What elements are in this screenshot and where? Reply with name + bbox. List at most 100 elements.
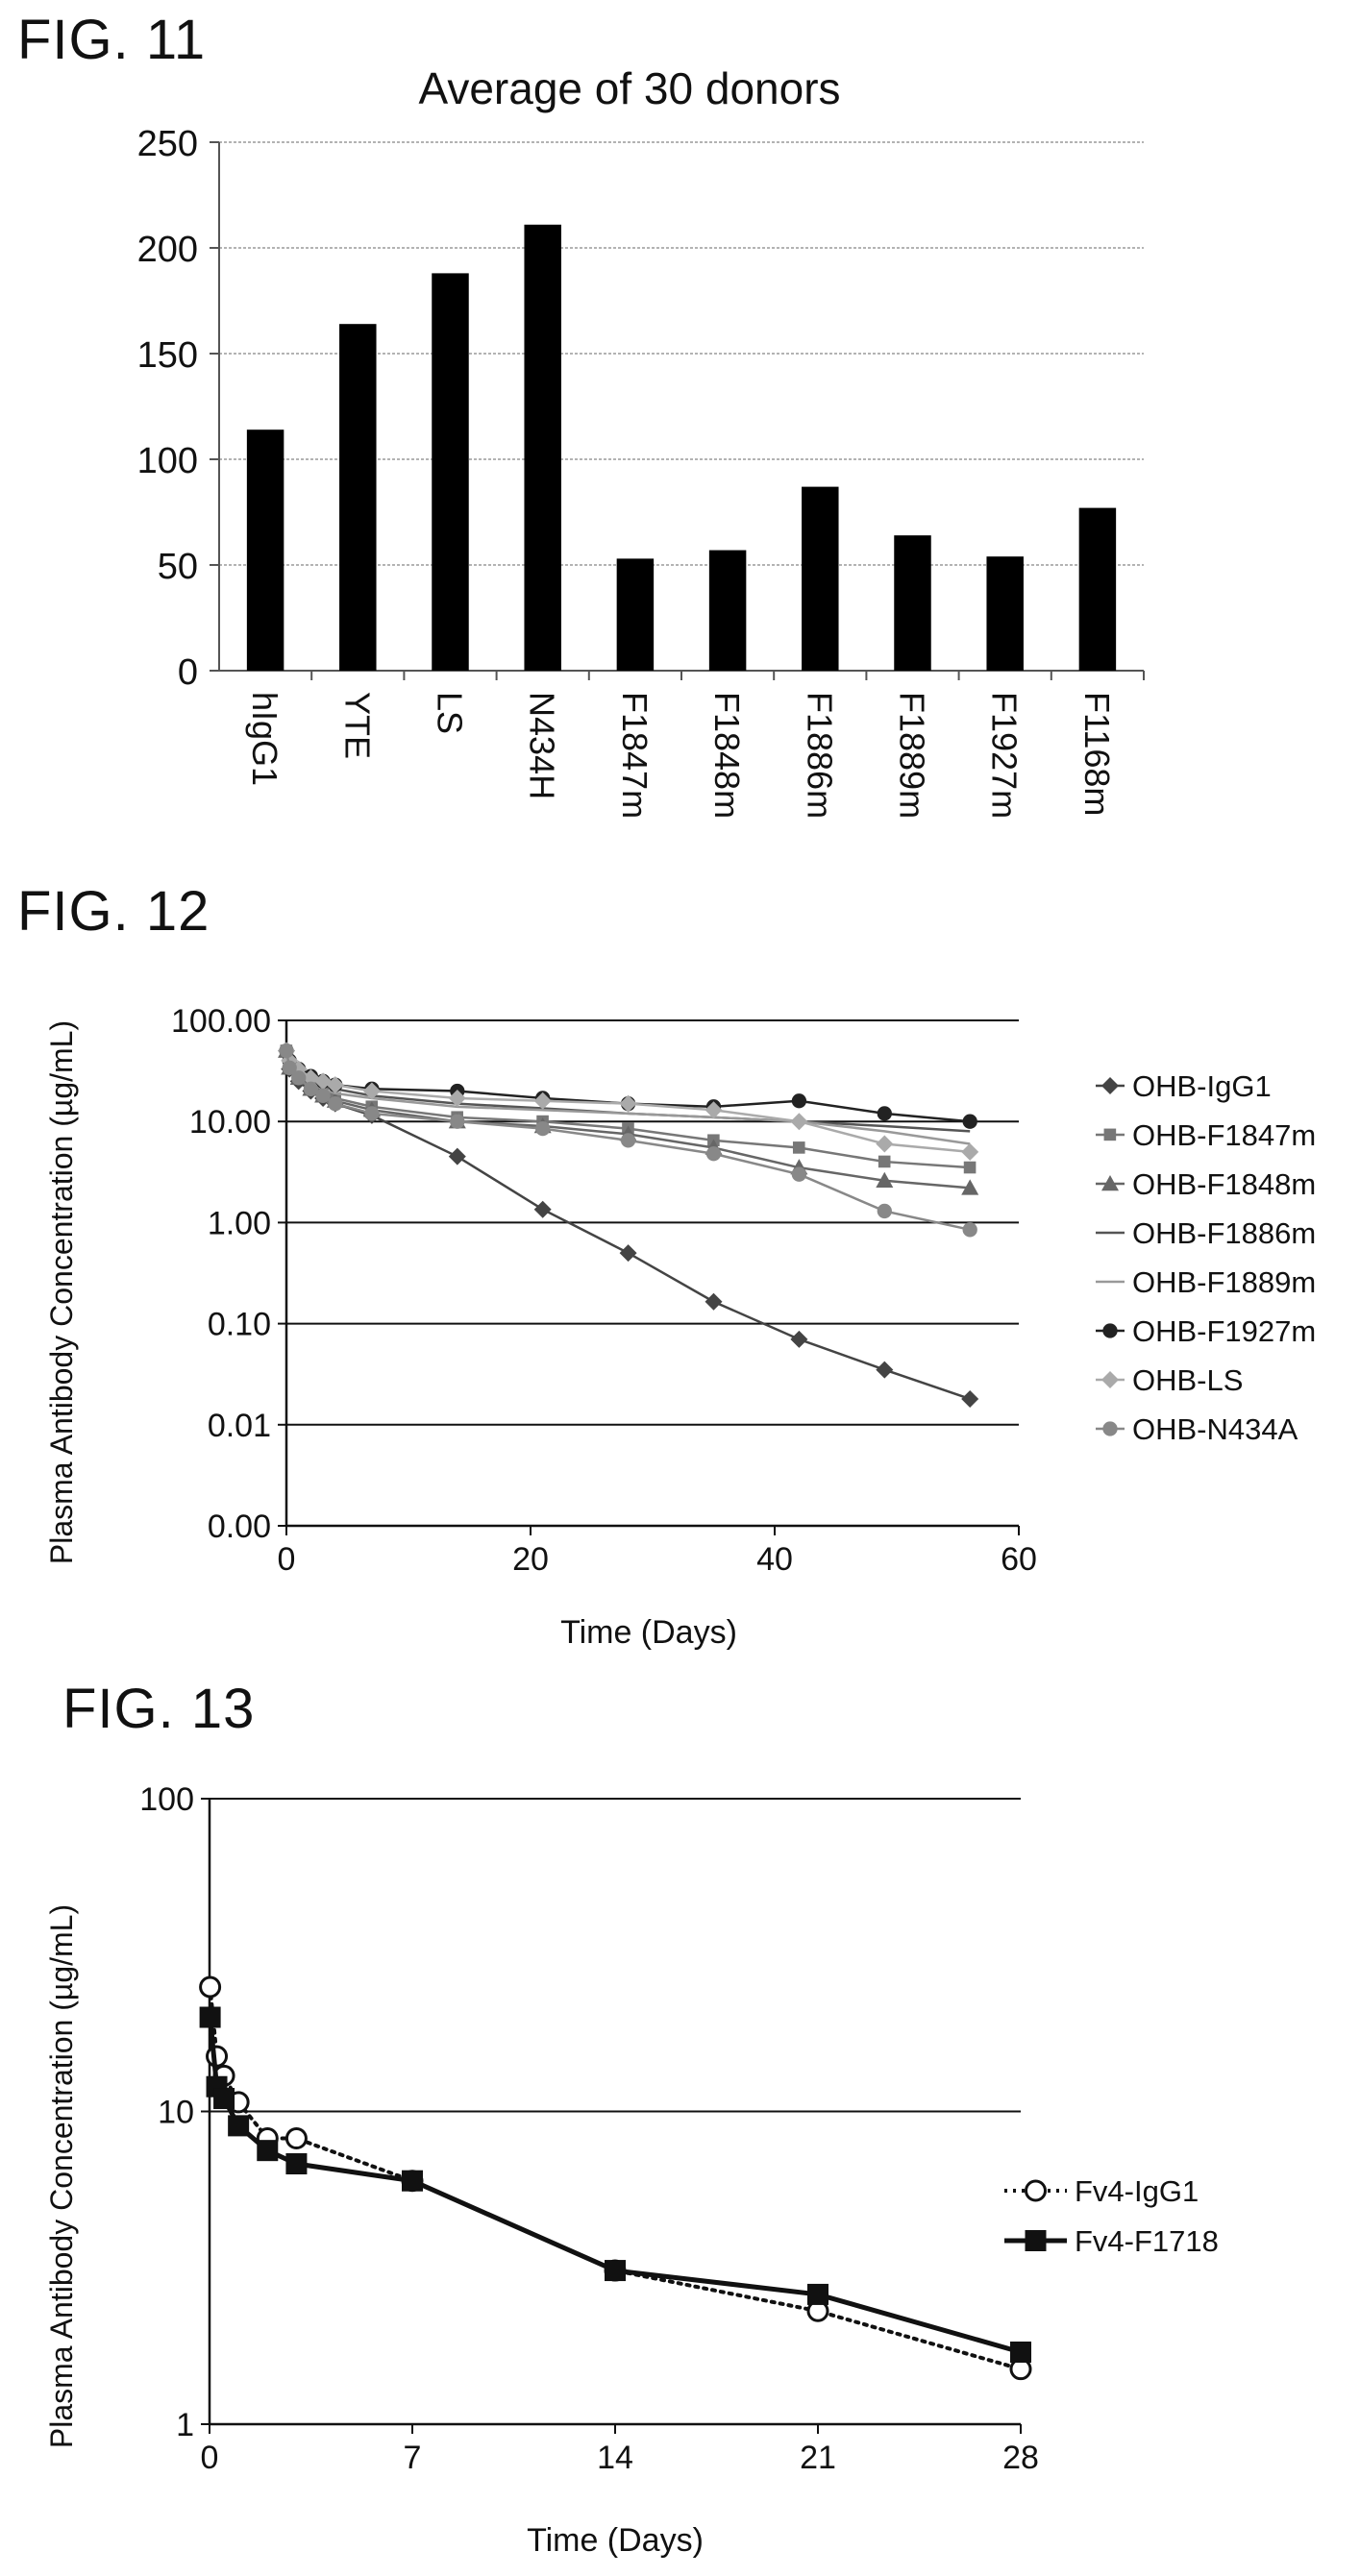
- chart1-bar: [802, 486, 839, 671]
- data-point-OHB-N434A: [328, 1096, 343, 1112]
- data-point-OHB-N434A: [291, 1070, 307, 1086]
- data-point-OHB-F1848m: [961, 1179, 979, 1195]
- data-point-OHB-N434A: [705, 1146, 722, 1162]
- figure-11-label: FIG. 11: [17, 9, 207, 71]
- c2-y-tick-label: 0.01: [208, 1408, 271, 1444]
- legend-label-OHB-F1927m: OHB-F1927m: [1132, 1314, 1316, 1348]
- data-point-OHB-F1927m: [962, 1114, 977, 1129]
- data-point-Fv4-F1718: [199, 2006, 221, 2028]
- data-point-OHB-N434A: [315, 1088, 331, 1103]
- data-point-OHB-N434A: [282, 1060, 297, 1075]
- legend-label-OHB-IgG1: OHB-IgG1: [1132, 1069, 1272, 1103]
- chart2-legend: OHB-IgG1 OHB-F1847m OHB-F1848m OHB-F1886m OH…: [1096, 1069, 1316, 1446]
- chart1-x-tick-label: F1847m: [615, 692, 655, 819]
- chart1-x-tick-label: YTE: [337, 692, 377, 759]
- legend-marker-OHB-IgG1: [1101, 1077, 1119, 1094]
- data-point-Fv4-IgG1: [199, 1975, 222, 1999]
- chart1-bar: [524, 224, 561, 672]
- chart3-gridlines: [210, 1798, 1021, 2113]
- legend-label-Fv4-IgG1: Fv4-IgG1: [1075, 2174, 1199, 2208]
- chart2-x-tick-labels: 0 20 40 60: [278, 1541, 1037, 1578]
- data-point-OHB-IgG1: [619, 1244, 637, 1263]
- chart2-axes: [278, 1019, 1020, 1535]
- chart1-x-tick-label: LS: [431, 692, 470, 734]
- data-point-OHB-N434A: [450, 1114, 465, 1129]
- chart1-x-tick-label: F1886m: [800, 692, 839, 819]
- series-line-OHB-F1886m: [284, 1050, 971, 1133]
- legend-label-OHB-F1847m: OHB-F1847m: [1132, 1118, 1316, 1152]
- data-point-OHB-LS: [705, 1101, 723, 1119]
- data-point-OHB-LS: [619, 1094, 637, 1113]
- data-point-OHB-LS: [876, 1135, 894, 1153]
- chart1-y-tick-label: 200: [137, 230, 198, 270]
- chart1-bar: [1078, 507, 1117, 671]
- chart1-y-tick-label: 250: [137, 124, 198, 164]
- chart1-y-tick-label: 50: [158, 547, 198, 587]
- data-point-Fv4-F1718: [257, 2140, 279, 2162]
- chart3-y-tick-labels: 1 10 100: [139, 1781, 194, 2443]
- chart2-y-tick-labels: 0.00 0.01 0.10 1.00 10.00 100.00: [171, 1003, 271, 1545]
- c2-x-tick-label: 0: [278, 1541, 296, 1578]
- data-point-OHB-F1927m: [877, 1106, 892, 1121]
- c3-x-tick-label: 14: [597, 2440, 633, 2476]
- chart3-legend: Fv4-IgG1 Fv4-F1718: [1004, 2174, 1219, 2258]
- chart1-x-tick-label: F1889m: [893, 692, 932, 819]
- legend-label-OHB-N434A: OHB-N434A: [1132, 1412, 1298, 1446]
- c3-x-tick-label: 7: [404, 2440, 422, 2476]
- chart1-x-tick-labels: hIgG1 YTE LS N434H F1847m F1848m F1886m F1889m F…: [245, 692, 1117, 819]
- chart1-y-tick-label: 100: [137, 441, 198, 481]
- data-point-OHB-IgG1: [448, 1147, 466, 1165]
- data-point-Fv4-IgG1: [284, 2127, 308, 2150]
- data-point-Fv4-F1718: [605, 2260, 626, 2282]
- chart3-y-axis-label: Plasma Antibody Concentration (µg/mL): [44, 1904, 79, 2448]
- series-line-OHB-F1848m: [284, 1050, 971, 1190]
- data-point-OHB-N434A: [877, 1203, 892, 1219]
- chart2-series: [278, 1042, 979, 1408]
- data-point-OHB-N434A: [303, 1081, 319, 1096]
- series-line-Fv4-F1718: [208, 2017, 1022, 2355]
- c2-x-tick-label: 40: [756, 1541, 793, 1578]
- data-point-OHB-LS: [302, 1068, 320, 1087]
- c2-y-tick-label: 0.00: [208, 1509, 271, 1545]
- data-point-Fv4-F1718: [228, 2115, 250, 2137]
- data-point-OHB-IgG1: [961, 1389, 979, 1408]
- chart3-series: [199, 1975, 1032, 2381]
- chart1-bar: [432, 273, 469, 671]
- legend-marker-Fv4-F1718: [1025, 2230, 1047, 2251]
- chart1-bar: [708, 550, 747, 671]
- series-line-Fv4-IgG1: [208, 1984, 1023, 2371]
- chart1-x-tick-label: F1848m: [707, 692, 747, 819]
- data-point-OHB-IgG1: [533, 1200, 552, 1218]
- bar-chart-average-donors: 0 50 100 150 200 250 hIgG1 YTE LS N434H F1847m F18…: [137, 63, 1145, 819]
- data-point-OHB-N434A: [620, 1133, 636, 1148]
- legend-label-OHB-LS: OHB-LS: [1132, 1363, 1243, 1397]
- legend-marker-OHB-F1848m: [1101, 1175, 1119, 1191]
- data-point-OHB-LS: [790, 1113, 808, 1131]
- c2-x-tick-label: 60: [1001, 1541, 1037, 1578]
- data-point-OHB-LS: [326, 1076, 344, 1094]
- legend-marker-Fv4-IgG1: [1025, 2179, 1047, 2202]
- legend-marker-OHB-N434A: [1102, 1421, 1118, 1436]
- chart1-bar: [246, 429, 284, 671]
- chart2-x-axis-label: Time (Days): [560, 1614, 737, 1651]
- data-point-OHB-F1848m: [876, 1171, 894, 1188]
- chart1-x-tick-label: N434H: [523, 692, 562, 799]
- data-point-OHB-N434A: [279, 1043, 294, 1059]
- c3-x-tick-label: 28: [1002, 2440, 1039, 2476]
- data-point-OHB-LS: [448, 1089, 466, 1107]
- data-point-Fv4-F1718: [807, 2283, 828, 2305]
- chart1-bar: [339, 324, 377, 671]
- line-chart-fv4-pk: 1 10 100 0 7 14 21 28 Fv4-IgG1 Fv4-F1718 Time (…: [44, 1781, 1219, 2559]
- legend-label-OHB-F1848m: OHB-F1848m: [1132, 1167, 1316, 1201]
- data-point-OHB-LS: [533, 1092, 552, 1110]
- data-point-Fv4-F1718: [1010, 2341, 1031, 2363]
- legend-label-Fv4-F1718: Fv4-F1718: [1075, 2224, 1219, 2258]
- c2-y-tick-label: 1.00: [208, 1205, 271, 1241]
- chart3-x-axis-label: Time (Days): [527, 2522, 704, 2559]
- chart1-x-tick-label: F1927m: [985, 692, 1025, 819]
- chart1-bar: [616, 558, 655, 671]
- data-point-Fv4-F1718: [402, 2170, 423, 2192]
- c2-x-tick-label: 20: [512, 1541, 549, 1578]
- legend-label-OHB-F1889m: OHB-F1889m: [1132, 1265, 1316, 1299]
- c2-y-tick-label: 100.00: [171, 1003, 271, 1040]
